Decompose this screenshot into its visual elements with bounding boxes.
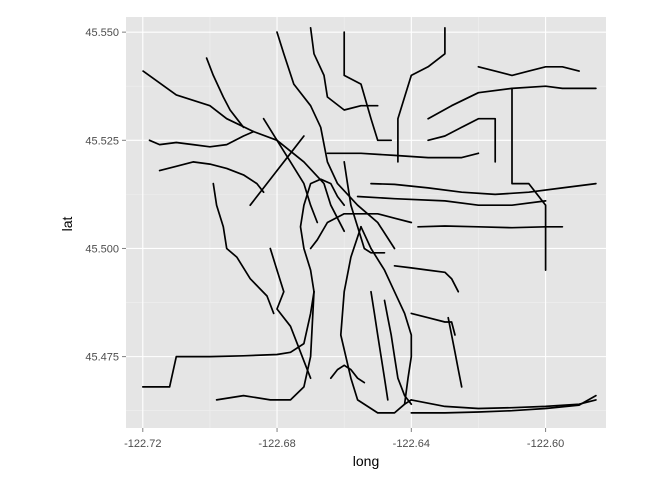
road-line [212, 182, 275, 315]
road-line [383, 299, 413, 406]
road-line [356, 195, 547, 207]
road-line [158, 161, 265, 194]
road-line [427, 117, 497, 163]
x-axis-title: long [353, 453, 379, 469]
plot-panel [126, 17, 606, 428]
road-line [370, 290, 389, 401]
y-axis: 45.475 45.500 45.525 45.550 [85, 27, 126, 364]
road-line [148, 130, 255, 148]
road-line [397, 26, 446, 163]
y-tick-label: 45.475 [85, 352, 119, 364]
road-line [511, 87, 547, 271]
x-tick-label: -122.68 [258, 438, 295, 450]
y-tick-label: 45.525 [85, 135, 119, 147]
x-tick-label: -122.64 [393, 438, 430, 450]
y-tick-label: 45.550 [85, 27, 119, 39]
road-line [142, 70, 346, 233]
road-line [447, 316, 463, 388]
road-line [141, 290, 315, 388]
road-line [393, 264, 460, 293]
road-line [309, 26, 379, 111]
road-line [326, 152, 480, 159]
road-line [249, 135, 305, 207]
minor-gridlines [126, 17, 606, 428]
road-line [329, 364, 366, 384]
y-axis-title: lat [59, 217, 75, 232]
road-line [269, 247, 312, 380]
x-axis: -122.72 -122.68 -122.64 -122.60 [124, 428, 564, 450]
road-line [417, 225, 564, 229]
road-line [262, 117, 319, 224]
y-tick-label: 45.500 [85, 243, 119, 255]
road-line [370, 182, 597, 196]
road-line [205, 57, 245, 129]
x-tick-label: -122.72 [124, 438, 161, 450]
road-line [215, 290, 315, 401]
road-line [343, 31, 393, 142]
road-line [343, 161, 386, 254]
road-line [410, 394, 597, 414]
road-lines [141, 26, 597, 414]
road-line [339, 225, 413, 414]
x-tick-label: -122.60 [527, 438, 564, 450]
road-line [309, 212, 413, 250]
road-line [410, 312, 456, 336]
road-line [360, 225, 413, 406]
road-line [477, 65, 580, 77]
